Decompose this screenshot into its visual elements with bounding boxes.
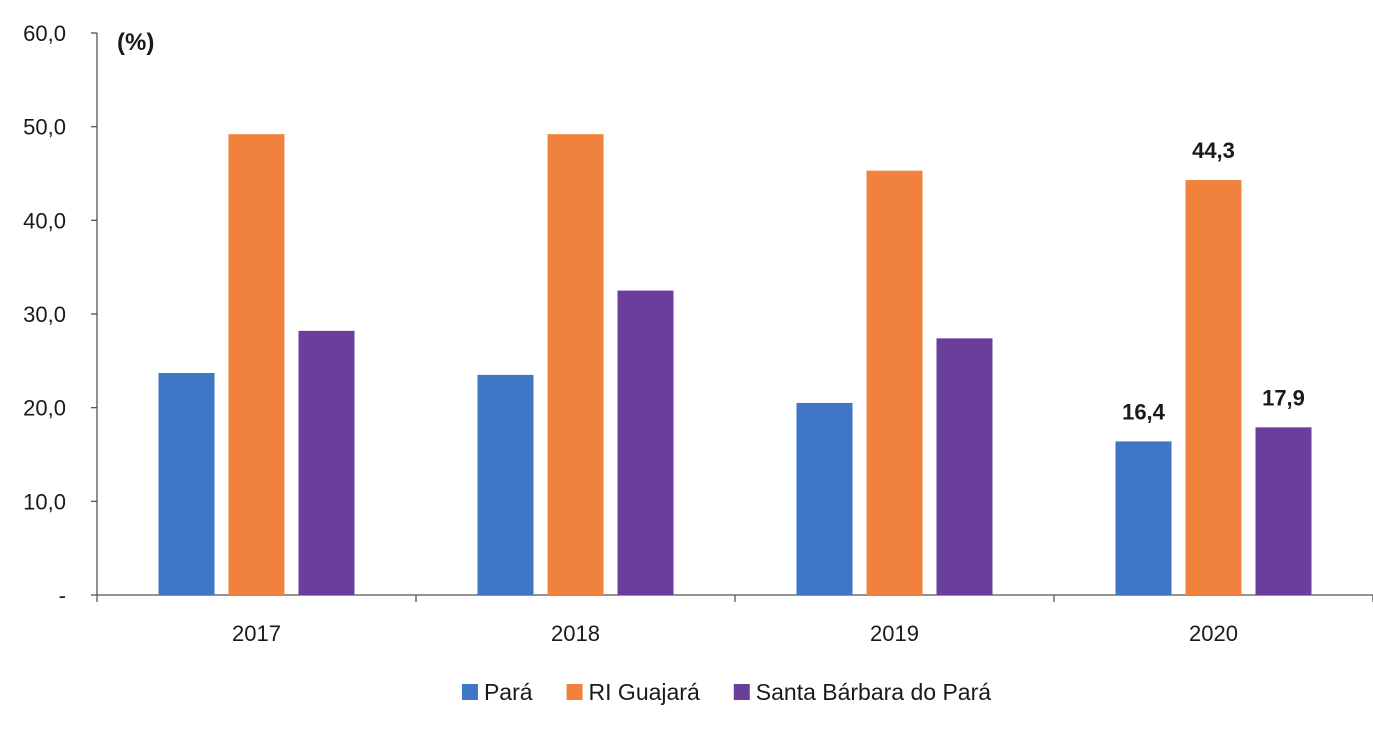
bar (477, 374, 534, 595)
legend: Pará RI Guajará Santa Bárbara do Pará (461, 679, 991, 705)
y-tick-label: 10,0 (23, 489, 66, 514)
bar (1255, 427, 1312, 595)
x-tick-label: 2020 (1189, 621, 1238, 646)
y-tick-label: - (59, 583, 66, 608)
bar (796, 402, 853, 595)
data-label: 17,9 (1262, 385, 1305, 410)
x-tick-label: 2017 (232, 621, 281, 646)
y-unit-label: (%) (117, 29, 154, 56)
data-label: 44,3 (1192, 138, 1235, 163)
legend-swatch (733, 684, 750, 700)
bar (158, 373, 215, 595)
legend-label: Pará (484, 679, 533, 705)
bar (617, 290, 674, 595)
bar (936, 338, 993, 595)
y-tick-label: 30,0 (23, 302, 66, 327)
axes: - 10,0 20,0 30,0 40,0 50,0 60,0 (%) 2017 2018 2019… (23, 21, 1373, 646)
bar (547, 134, 604, 595)
y-tick-label: 40,0 (23, 208, 66, 233)
legend-swatch (461, 684, 478, 700)
bar (1185, 180, 1242, 595)
data-labels: 16,4 44,3 17,9 (1122, 138, 1305, 424)
x-tick-label: 2018 (551, 621, 600, 646)
y-tick-label: 20,0 (23, 396, 66, 421)
bar (866, 170, 923, 595)
bar (228, 134, 285, 595)
y-tick-label: 50,0 (23, 115, 66, 140)
bars (158, 134, 1312, 595)
legend-label: Santa Bárbara do Pará (756, 679, 991, 705)
bar (1115, 441, 1172, 595)
data-label: 16,4 (1122, 399, 1166, 424)
x-tick-label: 2019 (870, 621, 919, 646)
y-tick-label: 60,0 (23, 21, 66, 46)
legend-swatch (566, 684, 583, 700)
legend-label: RI Guajará (589, 679, 700, 705)
bar (298, 330, 355, 595)
